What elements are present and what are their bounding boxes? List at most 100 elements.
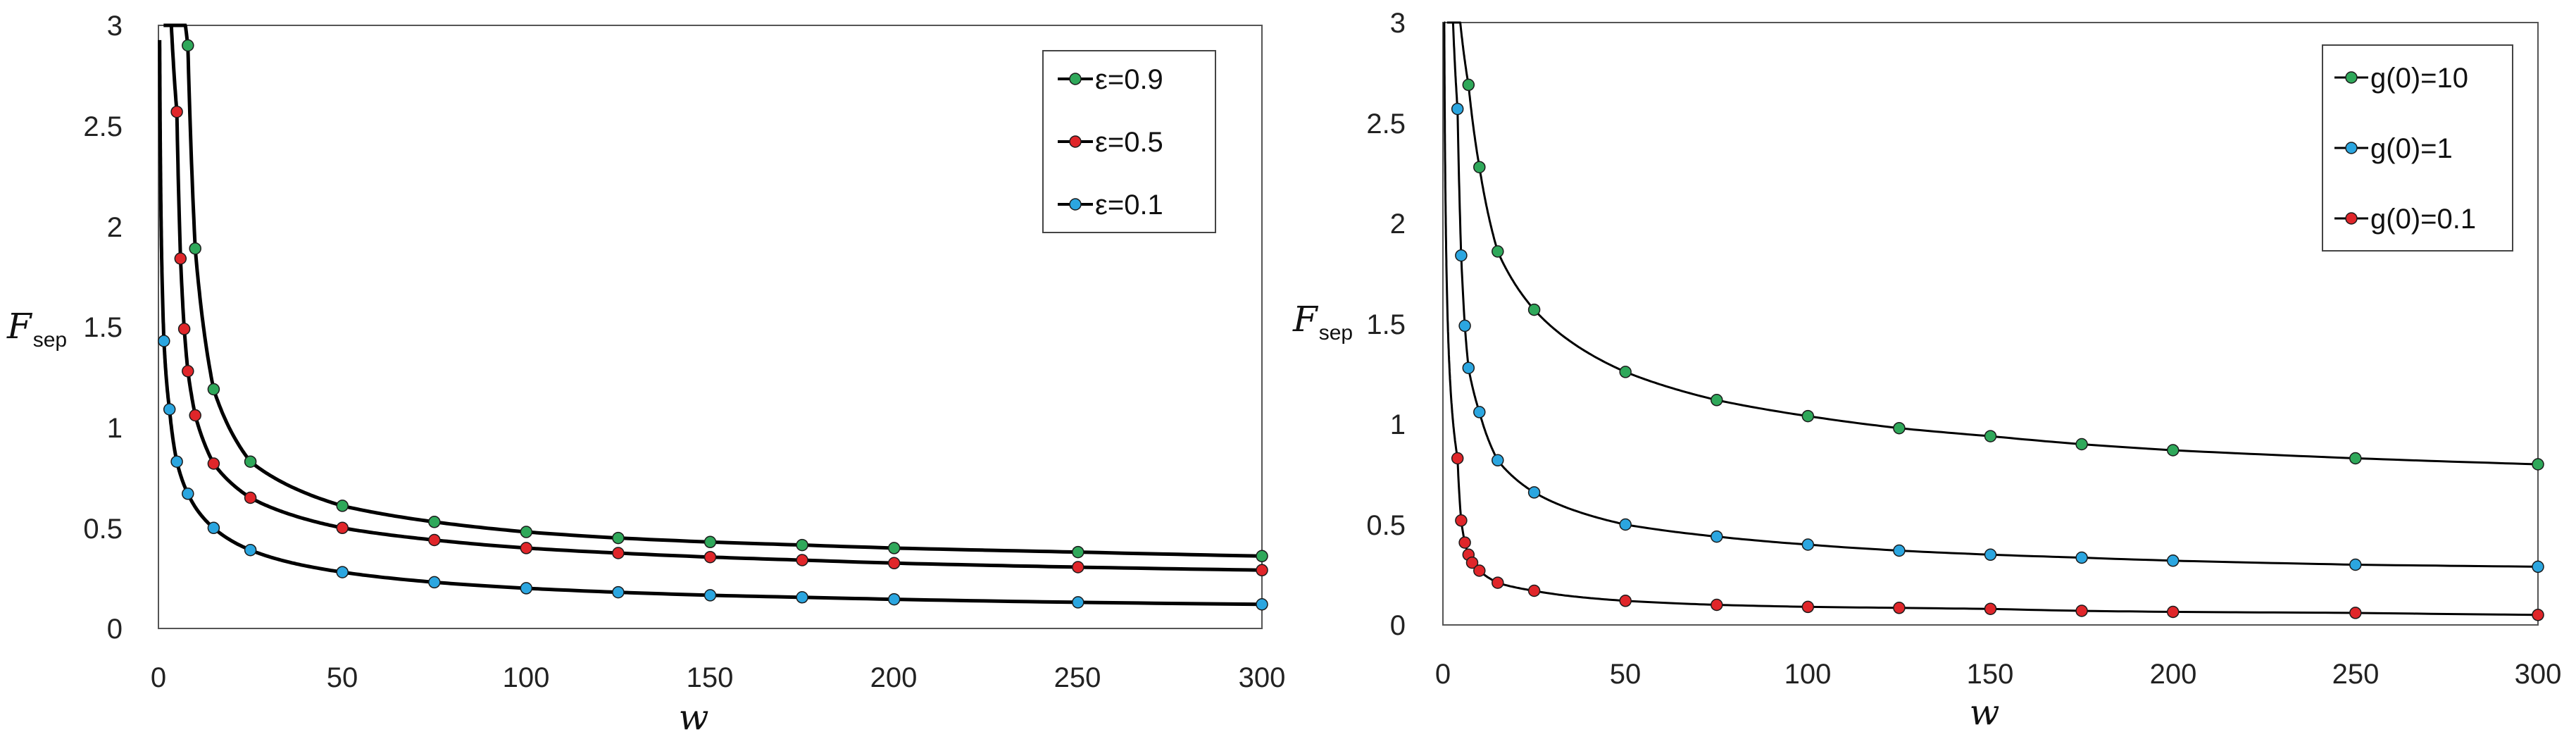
x-ticks-right: 0 50 100 150 200 250 300 (1435, 659, 2562, 690)
markers-eps-0-1 (158, 335, 1268, 611)
legend-label: g(0)=10 (2370, 63, 2468, 94)
y-tick-label: 3 (107, 11, 123, 42)
x-tick-label: 250 (1054, 662, 1101, 693)
data-point (520, 542, 533, 554)
data-point (182, 365, 194, 378)
legend-entry: ε=0.9 (1058, 64, 1163, 95)
data-point (2166, 554, 2180, 567)
markers-g0-0-1 (1451, 452, 2544, 621)
data-point (1492, 245, 1504, 258)
data-point (182, 488, 194, 500)
data-point (1072, 561, 1084, 574)
y-tick-label: 0.5 (1366, 510, 1406, 541)
data-point (336, 566, 349, 578)
x-tick-label: 0 (1435, 659, 1451, 690)
data-point (1984, 602, 1997, 615)
data-point (428, 516, 441, 528)
data-point (207, 457, 220, 470)
y-tick-label: 2.5 (1366, 108, 1406, 140)
markers-eps-0-9 (182, 39, 1268, 563)
x-axis-label-left: w (679, 697, 709, 738)
data-point (1492, 576, 1504, 589)
markers-g0-1 (1451, 102, 2544, 574)
data-point (887, 557, 901, 570)
data-point (2075, 438, 2088, 451)
x-axis-label-right: w (1970, 692, 2000, 733)
data-point (1072, 545, 1084, 559)
data-point (2532, 609, 2544, 621)
data-point (2349, 607, 2362, 619)
y-tick-label: 1.5 (1366, 309, 1406, 340)
markers-g0-10 (1462, 78, 2544, 471)
data-point (158, 335, 170, 347)
data-point (1462, 78, 1475, 92)
series-right-g0-1 (1446, 21, 2544, 574)
data-point (1619, 518, 1632, 531)
data-point (428, 533, 441, 547)
legend-entry: g(0)=0.1 (2334, 204, 2476, 235)
legend-label: g(0)=0.1 (2370, 204, 2476, 235)
data-point (887, 593, 901, 606)
legend-label: ε=0.1 (1095, 190, 1163, 221)
x-tick-label: 100 (1784, 659, 1832, 690)
legend-entry: ε=0.5 (1058, 127, 1163, 158)
data-point (1256, 598, 1268, 611)
y-axis-label-right: Fsep (1292, 299, 1353, 345)
data-point (1984, 548, 1997, 562)
data-point (244, 491, 257, 504)
data-point (1455, 514, 1468, 527)
data-point (1492, 454, 1504, 467)
data-point (1619, 366, 1632, 378)
y-axis-label-subscript: sep (33, 328, 67, 352)
data-point (1473, 161, 1486, 173)
data-point (612, 547, 625, 559)
y-axis-label-main: F (6, 306, 33, 347)
data-point (336, 500, 349, 512)
curve-g0-1 (1446, 21, 2539, 568)
data-point (1801, 600, 1815, 614)
x-ticks-left: 0 50 100 150 200 250 300 (151, 662, 1286, 693)
y-tick-label: 1.5 (83, 312, 123, 343)
legend-marker (2345, 142, 2358, 154)
x-tick-label: 300 (1239, 662, 1286, 693)
x-tick-label: 200 (2150, 659, 2197, 690)
data-point (704, 589, 717, 602)
data-point (2075, 551, 2088, 564)
x-tick-label: 100 (503, 662, 550, 693)
data-point (1801, 409, 1815, 423)
series-left-eps-0-1 (158, 39, 1268, 611)
data-point (2075, 604, 2088, 617)
data-point (1256, 564, 1268, 577)
data-point (1527, 584, 1541, 597)
y-tick-label: 2 (1390, 209, 1406, 240)
legend-marker (1069, 135, 1082, 148)
x-tick-label: 200 (870, 662, 918, 693)
data-point (2349, 452, 2362, 465)
data-point (336, 521, 349, 535)
legend-entry: g(0)=1 (2334, 133, 2453, 164)
data-point (1893, 421, 1906, 435)
legend-label: ε=0.5 (1095, 127, 1163, 158)
data-point (207, 383, 220, 396)
data-point (796, 538, 808, 552)
y-tick-label: 3 (1390, 8, 1406, 39)
data-point (704, 550, 717, 564)
data-point (1893, 544, 1906, 557)
data-point (1072, 596, 1084, 609)
markers-eps-0-5 (170, 105, 1268, 577)
y-tick-label: 2.5 (83, 111, 123, 142)
data-point (1801, 538, 1815, 551)
y-axis-label-main: F (1292, 299, 1319, 340)
data-point (1711, 394, 1723, 407)
data-point (170, 455, 183, 468)
y-tick-label: 1 (107, 413, 123, 444)
data-point (1527, 486, 1541, 499)
curve-g0-10 (1453, 21, 2539, 466)
data-point (189, 242, 201, 255)
legend-marker (2345, 71, 2358, 84)
chart-right: 0 0.5 1 1.5 2 2.5 3 0 50 100 150 200 250… (1292, 8, 2561, 733)
data-point (1711, 530, 1723, 543)
legend-marker (1069, 198, 1082, 211)
series-right-g0-10 (1453, 21, 2544, 471)
data-point (887, 542, 901, 554)
